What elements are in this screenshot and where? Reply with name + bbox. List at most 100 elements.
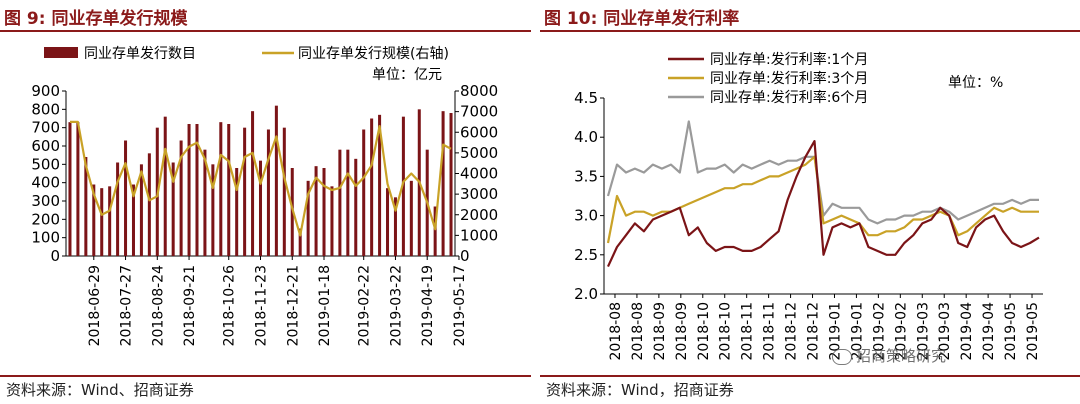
- issuance-count-bar: [306, 180, 310, 256]
- x-tick-label: 2018-09-21: [182, 265, 198, 346]
- x-tick-label: 2018-09: [652, 302, 668, 361]
- left-y-tick-label: 600: [31, 137, 60, 155]
- issuance-count-bar: [386, 188, 390, 256]
- issuance-count-bar: [227, 124, 231, 256]
- x-tick-label: 2018-09: [674, 302, 690, 361]
- left-y-tick-label: 700: [31, 119, 60, 137]
- rate-6m-line: [606, 120, 1039, 225]
- issuance-count-bar: [171, 162, 175, 256]
- x-tick-label: 2018-11-23: [254, 265, 270, 346]
- right-title-rule: [540, 30, 1080, 32]
- left-y-tick-label: 900: [31, 82, 60, 100]
- left-y-tick-label: 0: [50, 247, 60, 265]
- left-footer-rule: [0, 375, 531, 377]
- issuance-count-bar: [362, 129, 366, 256]
- issuance-count-bar: [401, 116, 405, 257]
- left-y-tick-label: 100: [31, 229, 60, 247]
- issuance-count-bar: [179, 140, 183, 256]
- left-figure-label: 图 9:: [4, 9, 46, 29]
- issuance-count-bar: [338, 149, 342, 256]
- issuance-count-bar: [76, 122, 80, 257]
- left-y-tick-label: 400: [31, 174, 60, 192]
- issuance-count-bar: [314, 166, 318, 256]
- x-tick-label: 2019-01: [849, 302, 865, 361]
- legend-line-label: 同业存单发行规模(右轴): [298, 46, 449, 62]
- y-tick-label: 4.5: [574, 89, 598, 107]
- issuance-count-bar: [243, 127, 247, 257]
- issuance-count-bar: [124, 140, 128, 256]
- issuance-count-bar: [330, 186, 334, 256]
- issuance-count-bar: [108, 186, 112, 256]
- unit-label: 单位：亿元: [372, 67, 442, 83]
- issuance-count-bar: [282, 127, 286, 257]
- issuance-count-bar: [298, 228, 302, 256]
- y-tick-label: 2.5: [574, 246, 598, 264]
- right-y-tick-label: 5000: [460, 144, 498, 162]
- x-tick-label: 2019-01: [827, 302, 843, 361]
- x-tick-label: 2019-04-19: [420, 265, 436, 346]
- x-tick-label: 2018-11: [762, 302, 778, 361]
- issuance-count-bar: [258, 160, 263, 256]
- x-tick-label: 2018-08-24: [150, 265, 166, 346]
- unit-label: 单位：%: [948, 75, 1003, 91]
- x-tick-label: 2019-02: [893, 302, 909, 361]
- y-tick-label: 3.5: [574, 167, 598, 185]
- issuance-scale-line: [70, 120, 452, 237]
- x-tick-label: 2018-08: [630, 302, 646, 361]
- left-source-note: 资料来源：Wind、招商证券: [6, 381, 194, 399]
- x-tick-label: 2018-10: [696, 302, 712, 361]
- left-figure-panel: 图 9: 同业存单发行规模 0 100 200 300 400 500 600 700 800 9…: [0, 0, 531, 404]
- x-tick-label: 2018-12-21: [285, 265, 301, 346]
- issuance-count-bar: [441, 111, 445, 257]
- issuance-count-bar: [100, 188, 104, 256]
- legend-label: 同业存单:发行利率:1个月: [710, 51, 868, 68]
- x-tick-label: 2018-07-27: [119, 265, 135, 346]
- rate-1m-line: [607, 140, 1040, 268]
- issuance-count-bar: [409, 180, 413, 256]
- right-y-tick-label: 6000: [460, 123, 498, 141]
- left-y-tick-label: 500: [31, 155, 60, 173]
- x-tick-label: 2018-10: [718, 302, 734, 361]
- issuance-scale-chart: 0100200300400500600700800900010002000300…: [31, 46, 498, 346]
- x-tick-label: 2019-04: [959, 302, 975, 361]
- issuance-count-bar: [354, 158, 358, 256]
- issuance-count-bar: [235, 168, 239, 256]
- left-title-rule: [0, 30, 531, 32]
- issuance-count-bar: [266, 129, 270, 256]
- x-tick-label: 2018-08: [608, 302, 624, 361]
- x-tick-label: 2018-10-26: [222, 265, 238, 346]
- right-y-tick-label: 4000: [460, 165, 498, 183]
- wechat-icon: [832, 348, 852, 365]
- issuance-count-bar: [68, 122, 72, 257]
- issuance-rate-chart: 2.0 2.5 3.0 3.5 4.0 4.5 2018-08 2018-08 2018-09 2…: [574, 51, 1043, 361]
- y-tick-label: 2.0: [574, 285, 598, 303]
- x-tick-label: 2019-02-22: [357, 265, 373, 346]
- x-tick-label: 2019-04: [981, 302, 997, 361]
- left-y-tick-label: 300: [31, 192, 60, 210]
- issuance-count-bar: [433, 206, 437, 256]
- issuance-count-bar: [393, 197, 397, 256]
- legend-label: 同业存单:发行利率:3个月: [710, 70, 868, 87]
- issuance-count-bar: [219, 122, 223, 257]
- right-y-tick-label: 8000: [460, 82, 498, 100]
- left-y-tick-label: 200: [31, 210, 60, 228]
- legend-label: 同业存单:发行利率:6个月: [710, 89, 868, 106]
- issuance-count-bar: [251, 111, 255, 257]
- x-tick-label: 2019-01-18: [317, 265, 333, 346]
- left-figure-title-text: 同业存单发行规模: [51, 9, 188, 29]
- right-figure-panel: 图 10: 同业存单发行利率 2.0 2.5 3.0 3.5 4.0 4.5 2018-08…: [540, 0, 1080, 404]
- x-tick-label: 2019-02: [871, 302, 887, 361]
- left-figure-title: 图 9: 同业存单发行规模: [4, 4, 187, 29]
- y-tick-label: 4.0: [574, 128, 598, 146]
- right-figure-label: 图 10:: [544, 9, 598, 29]
- right-y-tick-label: 2000: [460, 206, 498, 224]
- watermark: 招商策略研究: [832, 345, 946, 366]
- issuance-count-bar: [346, 149, 350, 256]
- x-tick-label: 2019-03: [937, 302, 953, 361]
- issuance-count-bar: [449, 113, 453, 256]
- issuance-count-bar: [147, 153, 151, 256]
- left-y-tick-label: 800: [31, 100, 60, 118]
- issuance-count-bar: [92, 184, 96, 256]
- issuance-count-bar: [163, 116, 167, 257]
- right-y-tick-label: 7000: [460, 103, 498, 121]
